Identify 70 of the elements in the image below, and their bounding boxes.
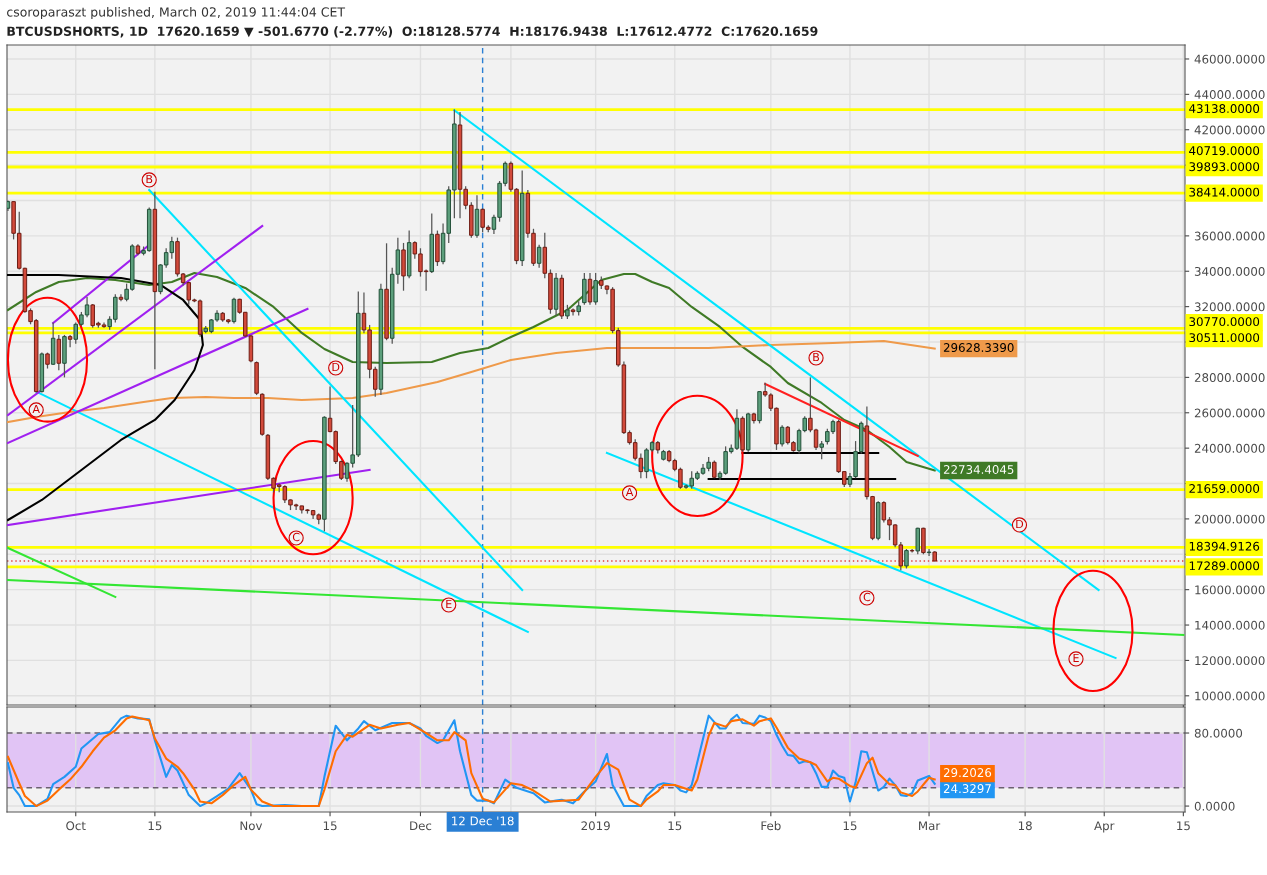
annotation: E [446, 599, 452, 609]
ref-line-label: 38414.0000 [1189, 187, 1260, 197]
annotation: E [1073, 653, 1079, 663]
chart-subtitle: BTCUSDSHORTS, 1D 17620.1659 ▼ -501.6770 (-2.77%) O:18128.5774 H:18176.9438 L:17612.4772 C:17620.1659 [7, 26, 818, 38]
annotation: B [146, 174, 153, 184]
candlestick [926, 548, 932, 557]
annotation: C [863, 592, 871, 602]
y-tick-label: 10000.0000 [1195, 691, 1265, 701]
data-label: 22734.4045 [943, 465, 1014, 474]
ref-line-label: 39893.0000 [1189, 162, 1260, 172]
y-tick-label: 14000.0000 [1195, 620, 1265, 630]
ref-line-label: 30511.0000 [1189, 333, 1260, 343]
x-tick-label: 18 [1018, 821, 1032, 831]
candlestick [582, 272, 587, 306]
ref-line-label: 30770.0000 [1189, 317, 1260, 327]
y-tick-label: 42000.0000 [1194, 125, 1265, 135]
x-tick-label: 15 [148, 821, 162, 831]
candlestick [587, 272, 593, 306]
y-tick-label: 80.0000 [1194, 728, 1243, 738]
annotation: B [813, 352, 820, 362]
ref-line-label: 12 Dec '18 [452, 816, 514, 826]
y-tick-label: 34000.0000 [1194, 266, 1265, 276]
ref-line-label: 17289.0000 [1189, 561, 1260, 571]
x-tick-label: 15 [668, 821, 682, 831]
y-tick-label: 24000.0000 [1194, 443, 1265, 453]
ref-line-label: 21659.0000 [1189, 484, 1260, 493]
x-tick-label: 15 [843, 821, 857, 831]
y-tick-label: 32000.0000 [1194, 302, 1265, 312]
data-label: 29628.3390 [943, 343, 1014, 353]
candlestick [593, 272, 598, 306]
annotation: D [1016, 519, 1024, 529]
chart-title: csoroparaszt published, March 02, 2019 11:44:04 CET [7, 7, 346, 20]
x-tick-label: Feb [761, 821, 781, 831]
candlestick [779, 424, 785, 448]
y-tick-label: 36000.0000 [1194, 231, 1265, 241]
x-tick-label: Dec [410, 821, 432, 831]
annotation: A [32, 404, 40, 414]
annotation: D [332, 362, 340, 372]
y-tick-label: 12000.0000 [1195, 656, 1265, 666]
x-tick-label: Apr [1094, 821, 1115, 833]
line-series [7, 271, 936, 472]
line-series [7, 339, 936, 424]
y-tick-label: 16000.0000 [1195, 585, 1265, 595]
data-label: 24.3297 [943, 784, 991, 794]
candlestick [56, 334, 62, 371]
candlestick [67, 334, 73, 348]
candlestick [904, 548, 909, 570]
annotation: A [625, 487, 634, 497]
x-tick-label: 2019 [581, 821, 610, 831]
ref-line-label: 18394.9126 [1189, 541, 1260, 551]
x-tick-label: 15 [1177, 821, 1190, 831]
y-tick-label: 0.0000 [1194, 801, 1235, 811]
annotation: C [292, 532, 300, 542]
y-tick-label: 46000.0000 [1194, 54, 1265, 64]
ref-line-label: 43138.0000 [1189, 104, 1260, 114]
candlestick [909, 548, 915, 554]
x-tick-label: Oct [66, 821, 86, 831]
ref-line-label: 40719.0000 [1189, 146, 1260, 156]
data-label: 29.2026 [943, 768, 992, 778]
x-tick-label: Mar [919, 821, 941, 831]
y-tick-label: 26000.0000 [1194, 408, 1265, 418]
y-tick-label: 44000.0000 [1194, 90, 1265, 100]
y-tick-label: 20000.0000 [1194, 514, 1265, 524]
candlestick [819, 440, 824, 460]
x-tick-label: 15 [323, 821, 337, 831]
candlestick [536, 244, 542, 269]
candlestick [915, 527, 920, 555]
line-series [7, 273, 204, 522]
x-tick-label: Nov [240, 821, 263, 831]
y-tick-label: 28000.0000 [1194, 373, 1265, 383]
